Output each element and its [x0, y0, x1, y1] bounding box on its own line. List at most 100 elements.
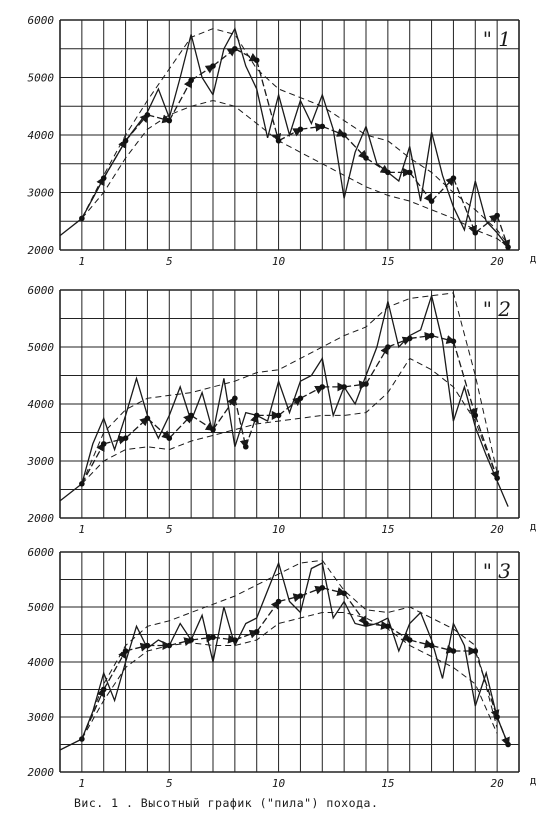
series-daily-group [79, 45, 511, 250]
daily-point [406, 335, 413, 342]
daily-segment [245, 413, 259, 447]
daily-point [122, 648, 129, 654]
daily-point [166, 435, 173, 442]
daily-segment [212, 47, 237, 67]
daily-point [210, 426, 216, 433]
x-tick-label: 15 [381, 777, 394, 790]
series-profile-line [59, 560, 509, 751]
daily-point [494, 714, 500, 720]
daily-point [232, 45, 238, 52]
daily-point [144, 642, 151, 649]
daily-segment [234, 629, 259, 641]
daily-point [428, 332, 435, 339]
series-profile-line [59, 26, 509, 248]
series-profile-line [59, 293, 509, 507]
x-tick-label: 20 [491, 255, 505, 268]
daily-point [428, 642, 435, 649]
daily-point [341, 132, 347, 138]
daily-segment [431, 334, 456, 344]
daily-segment [343, 592, 368, 626]
daily-point [505, 741, 511, 748]
daily-segment [474, 214, 499, 234]
daily-point [188, 412, 194, 419]
x-unit-label: д [530, 774, 537, 787]
y-tick-label: 3000 [27, 455, 55, 468]
daily-segment [365, 620, 391, 630]
x-tick-label: 10 [272, 255, 286, 268]
daily-segment [300, 585, 325, 597]
daily-point [297, 395, 304, 402]
x-tick-label: 5 [166, 523, 173, 536]
x-tick-label: 15 [381, 255, 394, 268]
daily-segment [125, 416, 150, 439]
y-tick-label: 5000 [28, 72, 55, 85]
daily-point [122, 435, 129, 442]
daily-point [166, 117, 173, 124]
daily-point [297, 126, 304, 133]
daily-point [100, 441, 107, 447]
daily-segment [81, 441, 105, 485]
daily-point [319, 123, 326, 130]
x-tick-label: 5 [166, 777, 173, 790]
series-envelope-lower-line [81, 357, 498, 485]
daily-segment [146, 417, 171, 440]
daily-segment [409, 171, 433, 203]
daily-segment [409, 331, 434, 341]
daily-segment [234, 48, 259, 62]
series-envelope-upper-line [81, 292, 498, 484]
daily-segment [168, 413, 193, 439]
daily-segment [147, 114, 172, 124]
daily-point [363, 620, 369, 627]
daily-segment [190, 414, 215, 431]
daily-segment [125, 113, 149, 142]
x-tick-label: 15 [381, 523, 394, 536]
daily-point [406, 169, 413, 176]
series-envelope-lower-line [81, 612, 498, 740]
daily-point [363, 381, 369, 387]
figure-caption: Вис. 1 . Высотный график ("пила") похода… [74, 796, 379, 810]
x-tick-label: 10 [272, 777, 286, 790]
daily-segment [103, 138, 127, 179]
daily-point [472, 229, 479, 236]
daily-point [100, 175, 107, 181]
x-tick-label: 5 [166, 255, 173, 268]
daily-segment [431, 176, 455, 202]
daily-segment [190, 64, 215, 81]
daily-segment [343, 134, 368, 160]
daily-segment [300, 122, 325, 132]
daily-segment [81, 176, 105, 219]
daily-point [472, 412, 479, 419]
daily-segment [322, 125, 347, 137]
series-envelope-upper-line [81, 559, 498, 740]
daily-point [341, 590, 347, 597]
daily-point [319, 384, 326, 390]
daily-segment [496, 215, 511, 250]
daily-segment [191, 633, 216, 643]
daily-segment [387, 336, 412, 348]
daily-segment [103, 435, 128, 445]
daily-point [385, 344, 391, 350]
daily-point [319, 584, 326, 591]
series-daily-group [79, 331, 500, 487]
y-tick-label: 3000 [27, 711, 55, 724]
daily-segment [278, 396, 303, 416]
y-tick-label: 2000 [28, 244, 55, 257]
daily-point [450, 338, 457, 345]
daily-segment [278, 128, 303, 142]
daily-point [232, 395, 238, 402]
panel-number: " 1 [483, 27, 511, 51]
series-envelope-lower-line [81, 99, 509, 248]
daily-point [210, 63, 216, 69]
x-tick-label: 1 [79, 777, 86, 790]
y-tick-label: 2000 [28, 512, 55, 525]
daily-point [494, 212, 500, 219]
daily-point [253, 57, 260, 64]
panel-number: " 3 [483, 559, 511, 583]
daily-point [232, 637, 238, 643]
daily-point [297, 593, 304, 599]
y-tick-label: 2000 [28, 766, 55, 779]
daily-segment [168, 78, 193, 121]
daily-point [122, 137, 129, 144]
